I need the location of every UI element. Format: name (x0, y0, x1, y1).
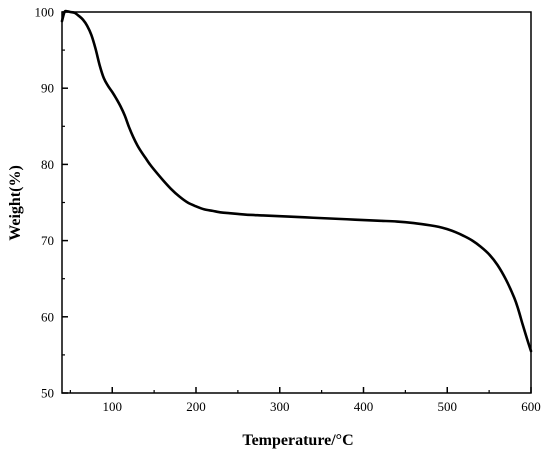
plot-area (61, 11, 532, 394)
series-lines (60, 9, 533, 353)
x-tick-label-600: 600 (521, 399, 541, 414)
x-tick-label-100: 100 (103, 399, 123, 414)
x-tick-label-400: 400 (354, 399, 374, 414)
x-axis-title: Temperature/°C (242, 432, 353, 449)
y-tick-label-60: 60 (41, 309, 54, 324)
y-axis-title: Weight(%) (7, 165, 24, 241)
x-tick-label-500: 500 (438, 399, 458, 414)
plot-frame (61, 11, 532, 394)
y-tick-label-50: 50 (41, 386, 54, 401)
y-tick-label-70: 70 (41, 233, 54, 248)
y-tick-label-90: 90 (41, 81, 54, 96)
series-line-0 (60, 9, 533, 353)
axis-tick-labels: 100 200 300 400 500 600 50 60 70 80 90 100 (35, 5, 541, 415)
axis-ticks (62, 11, 532, 394)
x-tick-label-200: 200 (186, 399, 206, 414)
y-tick-label-80: 80 (41, 157, 54, 172)
x-tick-label-300: 300 (270, 399, 290, 414)
y-tick-label-100: 100 (35, 5, 55, 20)
